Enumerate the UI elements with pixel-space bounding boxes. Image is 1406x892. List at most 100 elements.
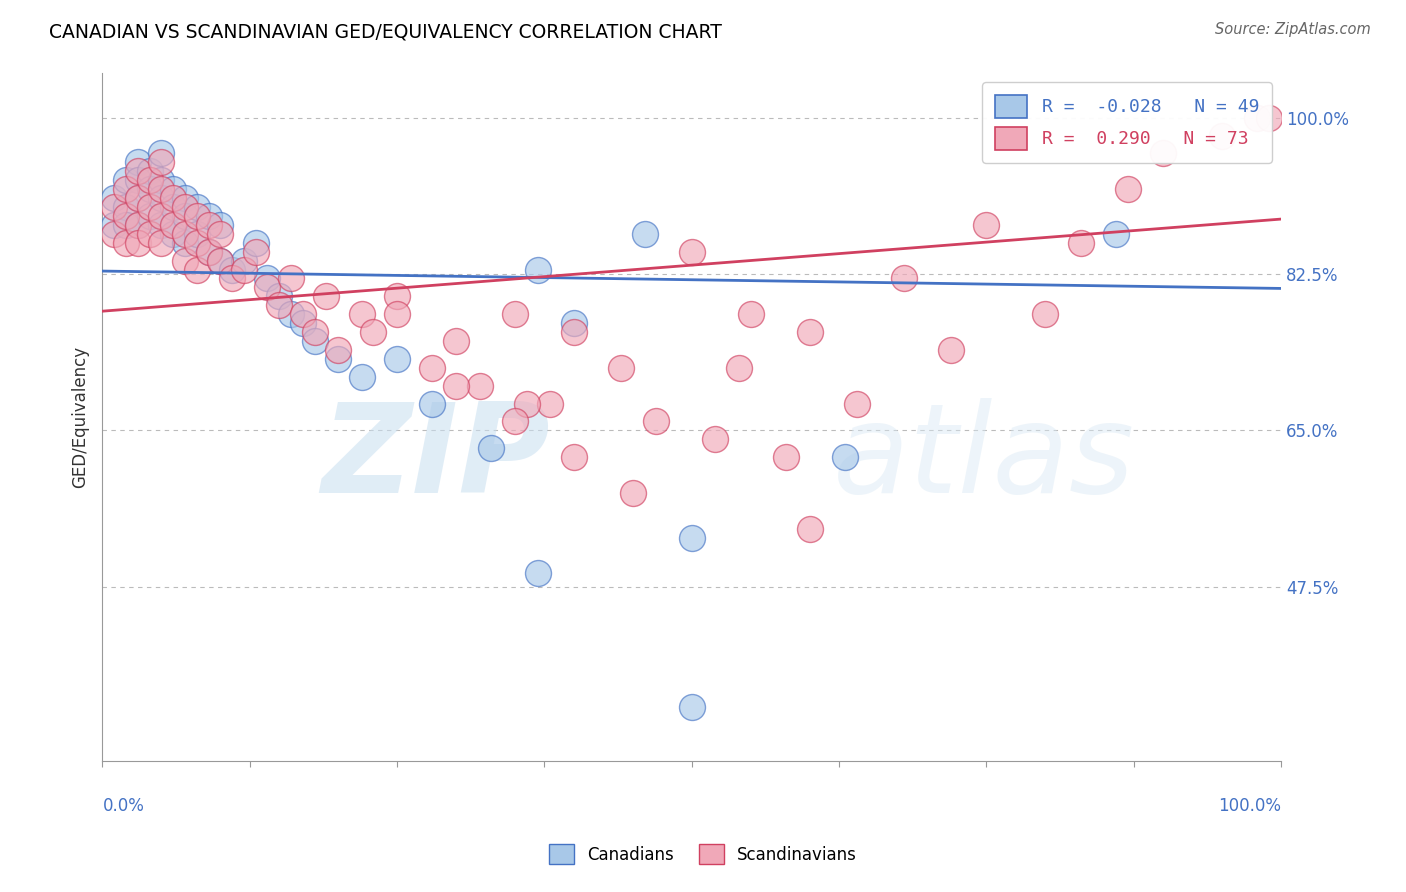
Point <box>291 316 314 330</box>
Point <box>1105 227 1128 241</box>
Point <box>138 227 160 241</box>
Point <box>799 522 821 536</box>
Point <box>232 253 254 268</box>
Point <box>197 244 219 259</box>
Point <box>127 173 149 187</box>
Point <box>681 244 703 259</box>
Point <box>256 280 278 294</box>
Point <box>363 325 385 339</box>
Point <box>103 227 125 241</box>
Point <box>103 191 125 205</box>
Point <box>538 396 561 410</box>
Legend: R =  -0.028   N = 49, R =  0.290   N = 73: R = -0.028 N = 49, R = 0.290 N = 73 <box>983 82 1272 162</box>
Point <box>444 334 467 348</box>
Point <box>845 396 868 410</box>
Point <box>197 244 219 259</box>
Text: ZIP: ZIP <box>322 398 550 519</box>
Point <box>115 218 138 232</box>
Point <box>681 531 703 545</box>
Legend: Canadians, Scandinavians: Canadians, Scandinavians <box>543 838 863 871</box>
Point <box>245 235 267 250</box>
Point <box>209 253 232 268</box>
Point <box>174 235 197 250</box>
Point <box>186 209 208 223</box>
Point <box>704 432 727 446</box>
Point <box>209 253 232 268</box>
Point <box>115 209 138 223</box>
Point <box>1211 128 1233 143</box>
Point <box>269 289 291 303</box>
Point <box>444 378 467 392</box>
Text: CANADIAN VS SCANDINAVIAN GED/EQUIVALENCY CORRELATION CHART: CANADIAN VS SCANDINAVIAN GED/EQUIVALENCY… <box>49 22 723 41</box>
Point <box>422 396 444 410</box>
Point <box>162 191 184 205</box>
Point <box>174 200 197 214</box>
Point <box>232 262 254 277</box>
Y-axis label: GED/Equivalency: GED/Equivalency <box>72 346 89 488</box>
Point <box>150 209 173 223</box>
Point <box>893 271 915 285</box>
Point <box>150 191 173 205</box>
Point <box>516 396 538 410</box>
Point <box>562 450 585 464</box>
Point <box>186 235 208 250</box>
Point <box>138 173 160 187</box>
Point <box>209 218 232 232</box>
Point <box>186 200 208 214</box>
Point <box>1033 307 1056 321</box>
Point <box>350 307 373 321</box>
Point <box>315 289 337 303</box>
Point <box>562 316 585 330</box>
Point <box>221 262 243 277</box>
Point <box>150 235 173 250</box>
Point <box>245 244 267 259</box>
Point <box>280 271 302 285</box>
Point <box>422 360 444 375</box>
Point <box>468 378 491 392</box>
Point <box>127 235 149 250</box>
Point <box>186 227 208 241</box>
Text: 0.0%: 0.0% <box>103 797 145 814</box>
Point <box>269 298 291 312</box>
Point <box>127 218 149 232</box>
Point <box>304 334 326 348</box>
Point <box>304 325 326 339</box>
Point <box>681 700 703 714</box>
Point <box>127 164 149 178</box>
Point <box>115 235 138 250</box>
Point <box>291 307 314 321</box>
Point <box>1258 111 1281 125</box>
Point <box>138 182 160 196</box>
Point <box>162 227 184 241</box>
Point <box>775 450 797 464</box>
Point <box>834 450 856 464</box>
Point <box>1070 235 1092 250</box>
Point <box>150 146 173 161</box>
Point <box>127 218 149 232</box>
Point <box>186 262 208 277</box>
Point <box>162 182 184 196</box>
Point <box>1152 146 1174 161</box>
Point <box>799 325 821 339</box>
Point <box>645 414 668 428</box>
Point <box>385 289 408 303</box>
Point <box>740 307 762 321</box>
Text: 100.0%: 100.0% <box>1218 797 1281 814</box>
Point <box>174 209 197 223</box>
Point <box>209 227 232 241</box>
Point <box>162 200 184 214</box>
Text: Source: ZipAtlas.com: Source: ZipAtlas.com <box>1215 22 1371 37</box>
Point <box>939 343 962 357</box>
Point <box>256 271 278 285</box>
Point <box>127 155 149 169</box>
Point <box>150 173 173 187</box>
Point <box>197 209 219 223</box>
Point <box>326 351 349 366</box>
Point <box>174 227 197 241</box>
Point <box>503 414 526 428</box>
Point <box>385 307 408 321</box>
Point <box>150 218 173 232</box>
Point <box>138 164 160 178</box>
Point <box>103 218 125 232</box>
Point <box>479 441 502 455</box>
